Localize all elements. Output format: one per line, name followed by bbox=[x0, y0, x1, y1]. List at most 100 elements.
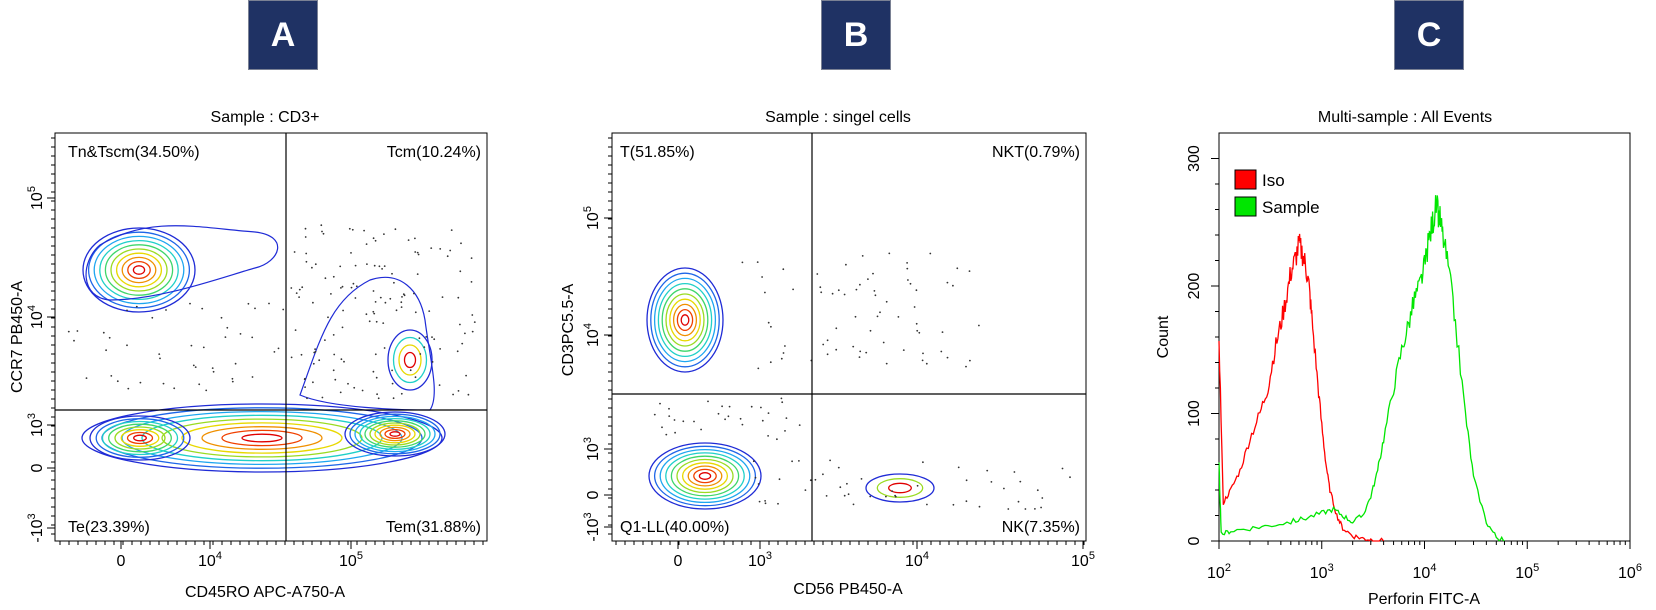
panel-a-event-dot bbox=[312, 362, 315, 365]
panel-b-events bbox=[653, 252, 1071, 510]
panel-b-t-cells-contour-level-6 bbox=[665, 293, 705, 347]
panel-a-event-dot bbox=[301, 286, 304, 289]
panel-a-event-dot bbox=[449, 249, 452, 252]
panel-a-event-dot bbox=[342, 309, 344, 312]
panel-a-event-dot bbox=[294, 329, 297, 331]
panel-b-event-dot bbox=[846, 482, 848, 485]
panel-b-event-dot bbox=[770, 325, 772, 328]
panel-b-x-axis-label: CD56 PB450-A bbox=[793, 581, 903, 598]
panel-b-event-dot bbox=[767, 435, 769, 437]
panel-a-band-contour-level-6 bbox=[181, 422, 343, 454]
panel-b-event-dot bbox=[682, 420, 685, 423]
panel-b-event-dot bbox=[909, 282, 912, 285]
panel-a-event-dot bbox=[383, 265, 386, 267]
panel-b-t-cells-contour-level-2 bbox=[650, 272, 720, 368]
panel-a-event-dot bbox=[201, 307, 204, 310]
panel-a-event-dot bbox=[102, 331, 105, 334]
panel-a-event-dot bbox=[126, 309, 128, 312]
panel-a-event-dot bbox=[393, 281, 395, 284]
panel-a-event-dot bbox=[470, 257, 473, 259]
panel-b-event-dot bbox=[882, 341, 885, 344]
panel-b-y-tick-label: 104 bbox=[582, 323, 602, 347]
panel-a-event-dot bbox=[322, 232, 325, 235]
panel-a-event-dot bbox=[392, 397, 395, 400]
panel-b-event-dot bbox=[778, 478, 781, 481]
panel-a-event-dot bbox=[290, 356, 293, 359]
panel-a-event-dot bbox=[135, 305, 138, 308]
panel-c-label: C bbox=[1394, 0, 1464, 70]
panel-b-event-dot bbox=[767, 321, 770, 324]
panel-b-event-dot bbox=[873, 290, 876, 292]
panel-b-t-cells-contour-level-8 bbox=[672, 303, 698, 337]
panel-a-event-dot bbox=[417, 253, 420, 256]
panel-b-event-dot bbox=[761, 419, 764, 422]
panel-c-x-tick-label: 105 bbox=[1515, 562, 1539, 582]
panel-a-ccr7pos-outer-contour bbox=[85, 225, 279, 301]
panel-b-event-dot bbox=[754, 476, 757, 479]
panel-c-y-tick-label: 0 bbox=[1186, 536, 1203, 545]
panel-b-event-dot bbox=[921, 359, 924, 362]
panel-a-event-dot bbox=[416, 251, 419, 254]
panel-b-event-dot bbox=[835, 348, 838, 351]
panel-a-event-dot bbox=[231, 377, 234, 380]
panel-a-x-tick-label: 105 bbox=[339, 550, 363, 570]
panel-a-event-dot bbox=[251, 336, 254, 339]
panel-b-dn-contour-level-5 bbox=[670, 455, 740, 497]
panel-a-event-dot bbox=[381, 268, 383, 270]
panel-a-y-tick-label: 103 bbox=[26, 413, 46, 437]
panel-b-event-dot bbox=[829, 459, 831, 462]
panel-a-band-contour-level-3 bbox=[121, 410, 403, 466]
panel-a-te-peak-contour-level-4 bbox=[108, 423, 172, 453]
panel-b-event-dot bbox=[940, 350, 943, 353]
panel-b-dn-contour-level-10 bbox=[698, 472, 712, 480]
panel-a-quadrant-br: Tem(31.88%) bbox=[386, 519, 481, 536]
panel-b-event-dot bbox=[1069, 476, 1071, 479]
legend-iso-swatch bbox=[1234, 169, 1257, 190]
panel-a-event-dot bbox=[376, 393, 378, 396]
panel-b-event-dot bbox=[782, 268, 785, 271]
panel-a-event-dot bbox=[305, 260, 308, 263]
panel-a-event-dot bbox=[461, 342, 464, 345]
panel-c-x-tick-label: 102 bbox=[1207, 562, 1231, 582]
panel-b-event-dot bbox=[969, 359, 971, 362]
panel-a-tem-peak-contour-level-8 bbox=[379, 426, 411, 442]
panel-b-event-dot bbox=[918, 331, 921, 334]
panel-b-y-axis-label: CD3PC5.5-A bbox=[560, 283, 577, 376]
panel-b-event-dot bbox=[990, 481, 993, 483]
panel-b-event-dot bbox=[814, 478, 817, 481]
panel-a-event-dot bbox=[231, 380, 234, 383]
panel-b-event-dot bbox=[902, 349, 905, 351]
panel-b-nk-contour-level-3 bbox=[888, 482, 912, 494]
panel-b-event-dot bbox=[916, 484, 919, 487]
panel-b-event-dot bbox=[707, 400, 709, 403]
panel-b-event-dot bbox=[965, 500, 968, 503]
panel-b-event-dot bbox=[792, 288, 794, 291]
panel-a-event-dot bbox=[350, 252, 352, 254]
panel-a-te-peak-contour-level-7 bbox=[126, 431, 154, 445]
panel-a-event-dot bbox=[374, 353, 377, 356]
panel-a-event-dot bbox=[247, 302, 250, 305]
panel-b-event-dot bbox=[668, 415, 671, 417]
panel-b-label: B bbox=[821, 0, 891, 70]
panel-a-event-dot bbox=[126, 344, 128, 347]
panel-b-event-dot bbox=[922, 352, 924, 355]
panel-a-event-dot bbox=[314, 348, 316, 350]
panel-b-x-tick-label: 0 bbox=[674, 553, 683, 570]
panel-b-t-cells-contour-level-1 bbox=[646, 267, 724, 373]
panel-a-axis-ticks: 0 104 105 -103 0 103 104 105 bbox=[26, 137, 484, 570]
panel-a-event-dot bbox=[439, 348, 441, 350]
panel-b-event-dot bbox=[741, 261, 744, 264]
panel-a-band-contour-level-9 bbox=[241, 433, 283, 443]
panel-b-t-cells-contour-level-9 bbox=[676, 308, 694, 332]
panel-b-event-dot bbox=[1019, 480, 1022, 483]
panel-a-event-dot bbox=[409, 369, 412, 372]
panel-b-event-dot bbox=[837, 289, 840, 292]
panel-b-event-dot bbox=[665, 433, 668, 436]
panel-b-event-dot bbox=[727, 415, 730, 418]
panel-a-event-dot bbox=[158, 353, 161, 355]
panel-a-event-dot bbox=[374, 239, 377, 242]
panel-a-event-dot bbox=[414, 376, 417, 379]
panel-a-tcm-outer-contour bbox=[299, 276, 435, 411]
panel-a-te-peak-contour-level-1 bbox=[89, 415, 191, 461]
panel-a-event-dot bbox=[372, 310, 375, 313]
